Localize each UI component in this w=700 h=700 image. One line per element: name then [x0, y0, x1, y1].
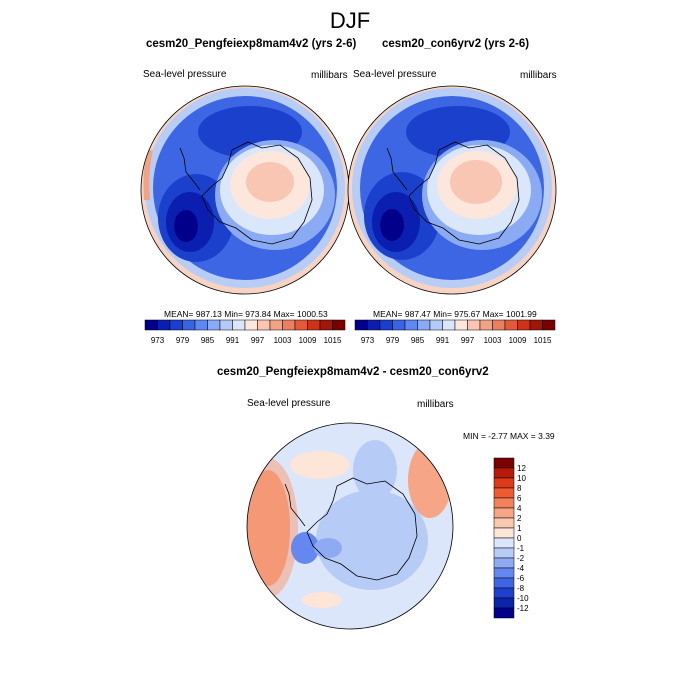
colorbar-diff-swatch	[493, 587, 515, 599]
colorbar-panel1-swatch	[282, 319, 296, 331]
colorbar-panel2-swatch	[504, 319, 518, 331]
colorbar-panel2-swatch	[454, 319, 468, 331]
colorbar-panel1-tick-label: 1009	[299, 336, 317, 345]
colorbar-panel1-swatch	[332, 319, 346, 331]
colorbar-panel2-tick-label: 1015	[534, 336, 552, 345]
colorbar-diff-swatch	[493, 577, 515, 589]
colorbar-panel1-tick-label: 973	[151, 336, 165, 345]
colorbar-panel2-swatch	[379, 319, 393, 331]
colorbar-diff-swatch	[493, 477, 515, 489]
colorbar-diff-swatch	[493, 467, 515, 479]
panel1-variable-label: Sea-level pressure	[143, 69, 227, 80]
colorbar-panel2-tick-label: 1009	[509, 336, 527, 345]
diff-stats: MIN = -2.77 MAX = 3.39	[463, 431, 555, 441]
colorbar-panel2-swatch	[354, 319, 368, 331]
colorbar-diff-tick-label: -4	[517, 564, 525, 573]
colorbar-panel1-swatch	[219, 319, 233, 331]
colorbar-panel2-swatch	[367, 319, 381, 331]
colorbar-panel2-tick-label: 979	[386, 336, 400, 345]
colorbar-diff-swatch	[493, 497, 515, 509]
colorbar-panel2-tick-label: 997	[461, 336, 475, 345]
colorbar-panel2-swatch	[442, 319, 456, 331]
colorbar-diff-tick-label: 1	[517, 524, 522, 533]
colorbar-diff-tick-label: -10	[517, 594, 529, 603]
colorbar-diff-tick-label: 12	[517, 464, 526, 473]
colorbar-diff-swatch	[493, 597, 515, 609]
colorbar-panel1-tick-label: 997	[251, 336, 265, 345]
colorbar-diff-tick-label: 10	[517, 474, 526, 483]
colorbar-panel1-swatch	[257, 319, 271, 331]
colorbar-panel2-tick-label: 973	[361, 336, 375, 345]
colorbar-panel2-tick-label: 991	[436, 336, 450, 345]
colorbar-panel1-tick-label: 991	[226, 336, 240, 345]
colorbar-diff-tick-label: 2	[517, 514, 522, 523]
colorbar-panel1-swatch	[307, 319, 321, 331]
colorbar-diff-tick-label: -2	[517, 554, 525, 563]
colorbar-panel2-swatch	[479, 319, 493, 331]
colorbar-diff-tick-label: -6	[517, 574, 525, 583]
colorbar-diff-tick-label: -8	[517, 584, 525, 593]
colorbar-panel1-swatch	[144, 319, 158, 331]
diff-variable-label: Sea-level pressure	[247, 398, 331, 409]
panel1-title: cesm20_Pengfeiexp8mam4v2 (yrs 2-6)	[146, 38, 357, 50]
colorbar-panel1-swatch	[319, 319, 333, 331]
colorbar-panel2-swatch	[542, 319, 556, 331]
colorbar-diff-tick-label: 8	[517, 484, 522, 493]
panel2-units-label: millibars	[520, 70, 557, 81]
colorbar-diff-swatch	[493, 567, 515, 579]
colorbar-panel1-swatch	[169, 319, 183, 331]
colorbar-panel1-swatch	[269, 319, 283, 331]
colorbar-diff-swatch	[493, 517, 515, 529]
colorbar-diff-tick-label: 6	[517, 494, 522, 503]
colorbar-panel2-tick-label: 985	[411, 336, 425, 345]
diff-units-label: millibars	[417, 399, 454, 410]
colorbar-panel1-tick-label: 979	[176, 336, 190, 345]
figure-title: DJF	[329, 8, 371, 33]
colorbar-panel2-swatch	[417, 319, 431, 331]
colorbar-panel2-swatch	[492, 319, 506, 331]
colorbar-diff-tick-label: -12	[517, 604, 529, 613]
colorbar-panel1-swatch	[182, 319, 196, 331]
colorbar-diff-tick-label: 0	[517, 534, 522, 543]
colorbar-panel1-tick-label: 1003	[274, 336, 292, 345]
colorbar-panel2-swatch	[529, 319, 543, 331]
colorbar-panel1-tick-label: 1015	[324, 336, 342, 345]
colorbar-panel2-swatch	[467, 319, 481, 331]
colorbar-diff-tick-label: 4	[517, 504, 522, 513]
colorbar-panel2-swatch	[429, 319, 443, 331]
colorbar-diff-swatch	[493, 607, 515, 619]
panel1-units-label: millibars	[311, 70, 348, 81]
colorbar-panel1: 973 979 985 991 997 1003 1009 1015	[144, 319, 346, 345]
colorbar-diff-tick-label: -1	[517, 544, 525, 553]
panel2-variable-label: Sea-level pressure	[353, 69, 437, 80]
diff-panel-title: cesm20_Pengfeiexp8mam4v2 - cesm20_con6yr…	[217, 366, 489, 378]
colorbar-panel2-swatch	[404, 319, 418, 331]
colorbar-diff-swatch	[493, 527, 515, 539]
panel1-stats: MEAN= 987.13 Min= 973.84 Max= 1000.53	[164, 309, 328, 319]
colorbar-panel2-tick-label: 1003	[484, 336, 502, 345]
colorbar-diff-swatch	[493, 487, 515, 499]
colorbar-panel1-swatch	[207, 319, 221, 331]
colorbar-panel1-swatch	[232, 319, 246, 331]
colorbar-panel1-swatch	[294, 319, 308, 331]
panel2-stats: MEAN= 987.47 Min= 975.67 Max= 1001.99	[373, 309, 537, 319]
colorbar-panel2: 973 979 985 991 997 1003 1009 1015	[354, 319, 556, 345]
colorbar-diff-swatch	[493, 537, 515, 549]
colorbar-panel1-swatch	[157, 319, 171, 331]
colorbar-panel2-swatch	[392, 319, 406, 331]
colorbar-diff-swatch	[493, 557, 515, 569]
panel2-title: cesm20_con6yrv2 (yrs 2-6)	[382, 38, 530, 50]
colorbar-panel2-swatch	[517, 319, 531, 331]
colorbar-panel1-tick-label: 985	[201, 336, 215, 345]
colorbar-diff-swatch	[493, 547, 515, 559]
colorbar-panel1-swatch	[244, 319, 258, 331]
colorbar-diff-swatch	[493, 457, 515, 469]
colorbar-diff-swatch	[493, 507, 515, 519]
colorbar-panel1-swatch	[194, 319, 208, 331]
